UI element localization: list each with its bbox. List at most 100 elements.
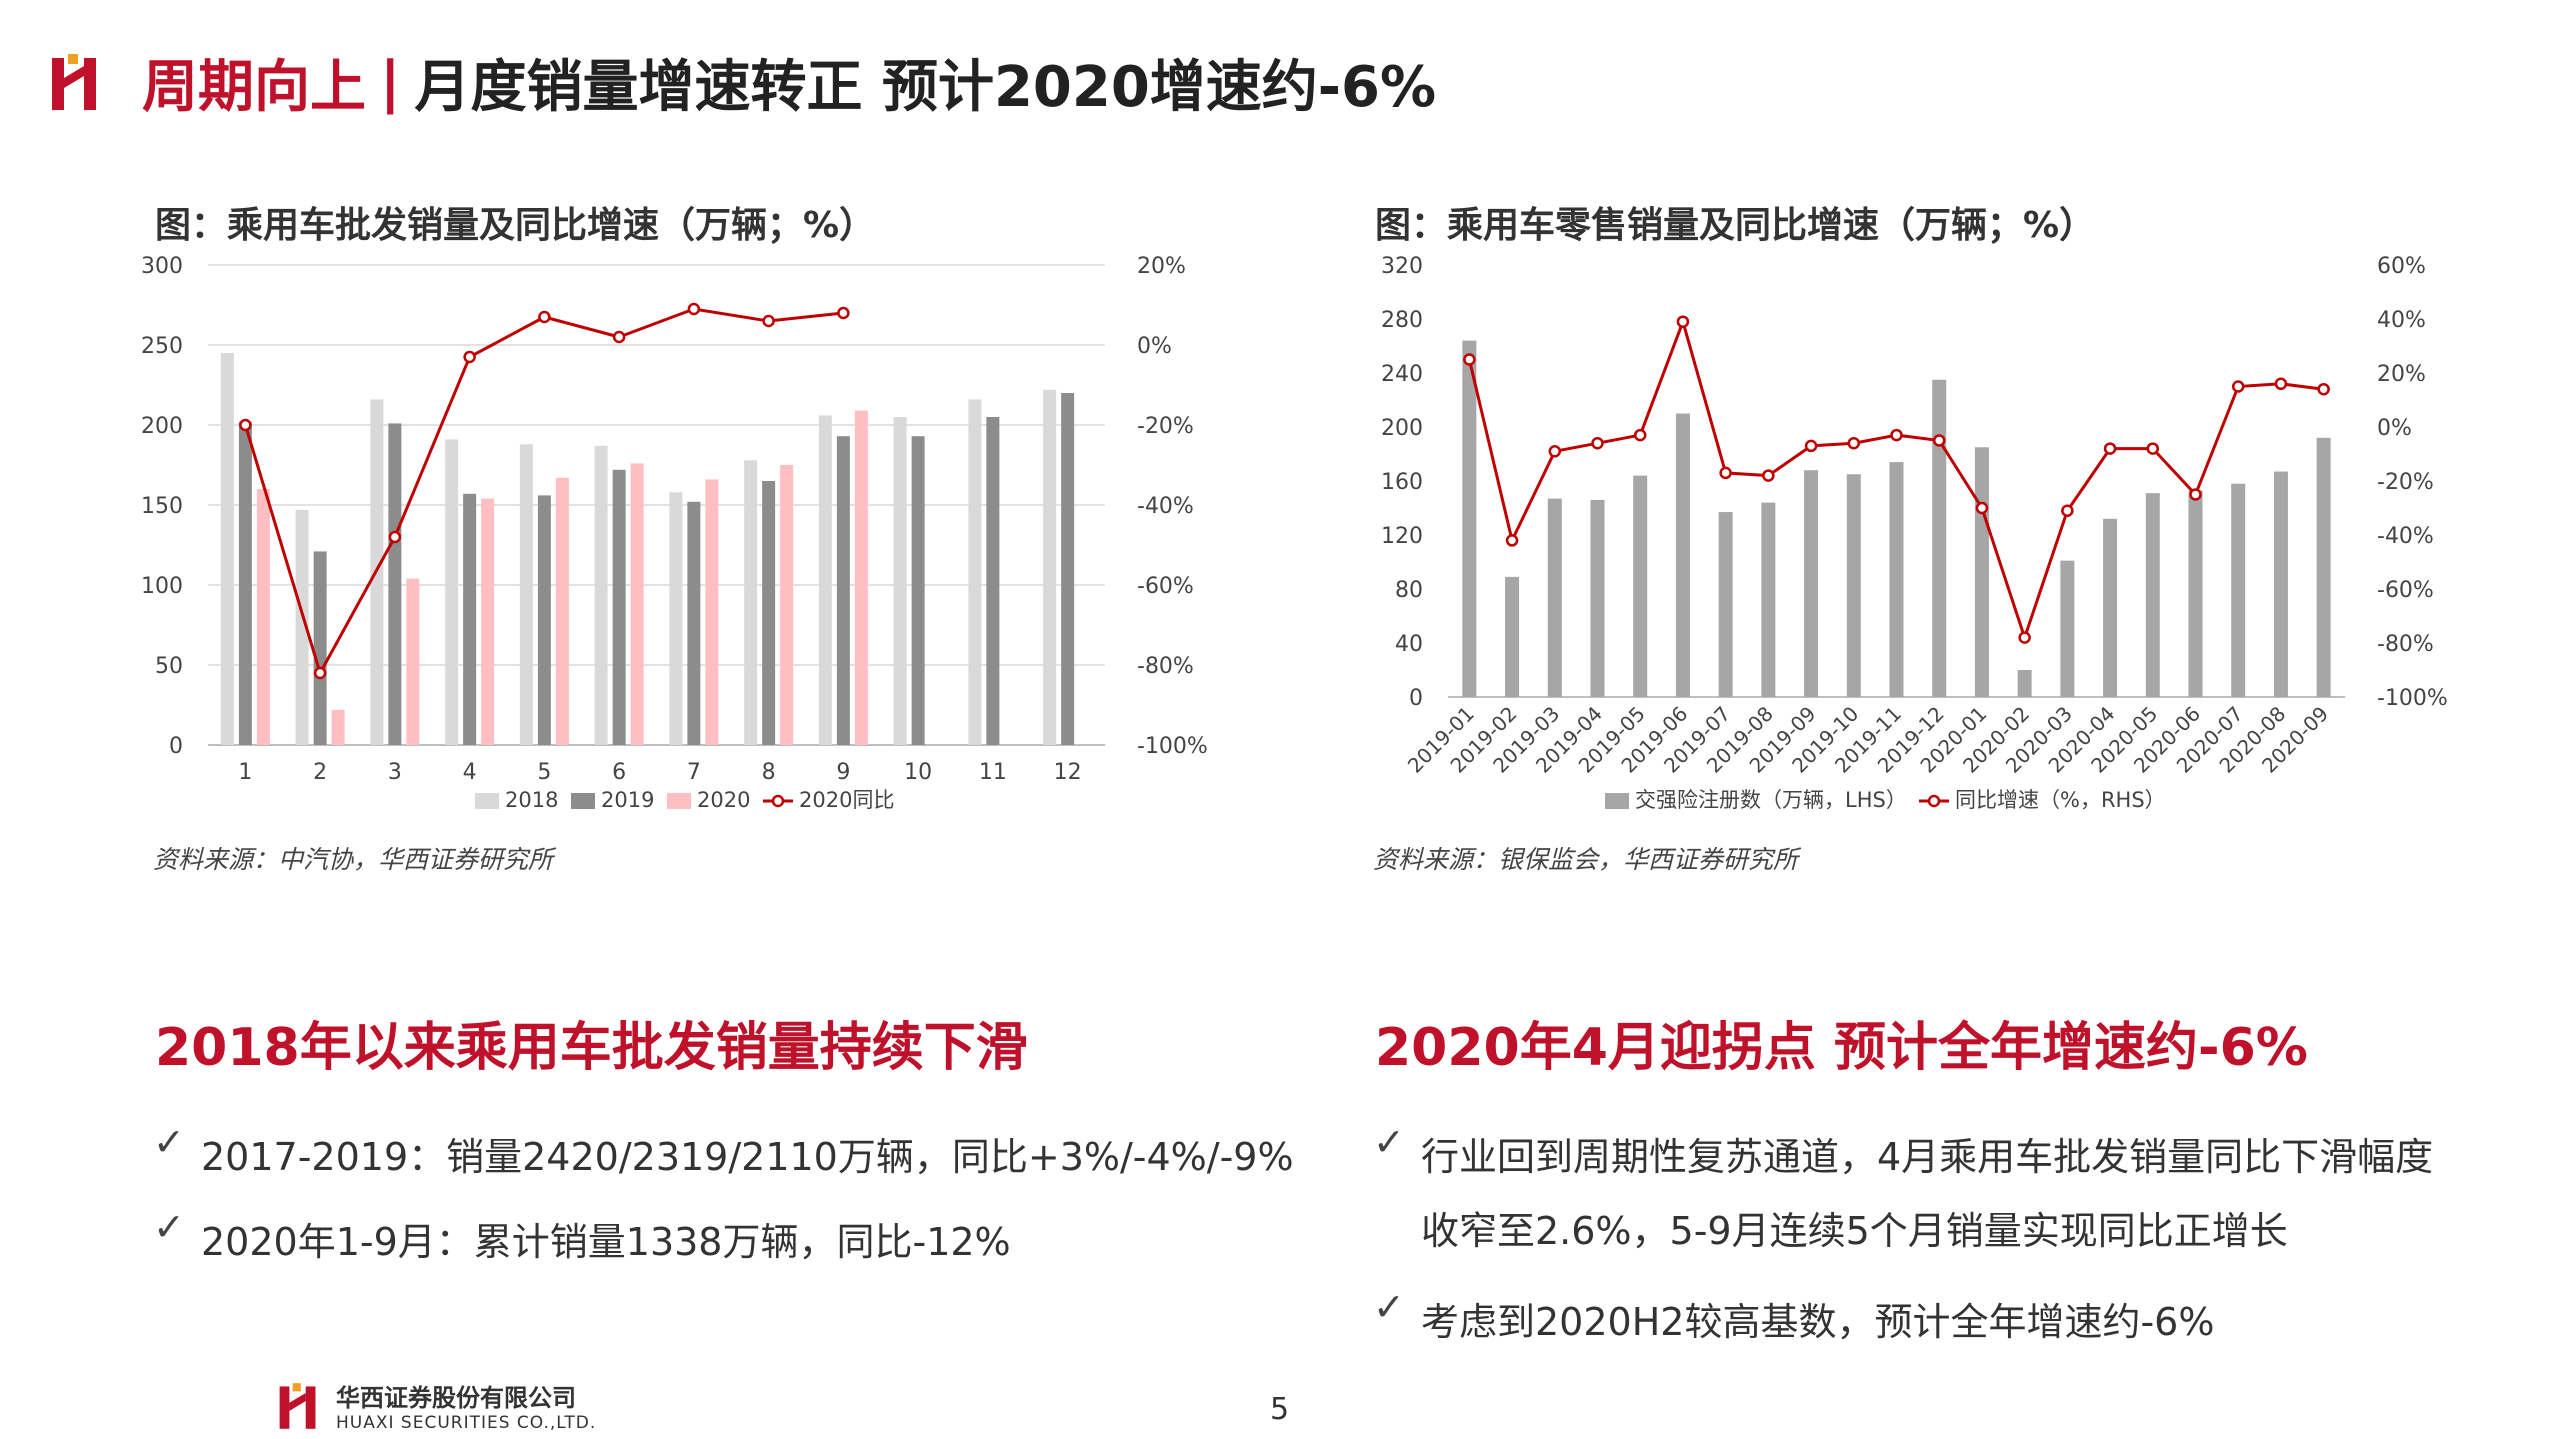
huaxi-logo-icon [52,54,96,110]
bar-LHS [1804,470,1819,697]
growth-point [1463,353,1476,366]
x-tick-label: 11 [979,760,1007,785]
x-tick-label: 1 [238,760,252,785]
y-tick-label: 100 [141,574,183,599]
y2-tick-label: -100% [1137,734,1208,759]
y2-tick-label: -20% [1137,414,1194,439]
bar-LHS [1633,475,1648,697]
growth-point [1676,315,1690,328]
growth-point [1762,469,1775,482]
growth-point [837,306,850,320]
growth-point [2274,377,2288,391]
bar-2019 [388,423,402,745]
growth-point [538,310,551,324]
x-tick-label: 7 [687,760,701,785]
growth-point [1975,501,1989,515]
growth-point [313,666,327,680]
bar-2019 [537,495,551,745]
legend-swatch [571,793,595,809]
x-tick-label: 2 [313,760,327,785]
growth-point [2103,442,2117,455]
growth-point [2018,631,2031,644]
bar-LHS [1590,499,1605,697]
bar-2018 [295,509,309,745]
x-tick-label: 12 [1054,760,1082,785]
y2-tick-label: 0% [1137,334,1172,359]
left-chart-source: 资料来源：中汽协，华西证券研究所 [153,845,554,874]
y-tick-label: 80 [1395,578,1423,603]
y2-tick-label: -80% [1137,654,1194,679]
x-tick-label: 3 [388,760,402,785]
growth-point [1548,445,1562,458]
y2-tick-label: 20% [1137,254,1186,279]
y2-tick-label: -40% [1137,494,1194,519]
legend-swatch [475,793,499,809]
growth-point [1591,436,1604,450]
bar-2020 [256,489,270,745]
right-section-heading: 2020年4月迎拐点 预计全年增速约-6% [1375,1018,2308,1078]
x-tick-label: 6 [612,760,626,785]
bar-2019 [986,417,1000,745]
legend-label: 2019 [601,788,654,812]
growth-point [388,530,402,544]
growth-point [1932,434,1946,447]
y-tick-label: 40 [1395,632,1423,657]
bar-2019 [687,501,701,745]
bar-2018 [519,444,533,745]
bar-2019 [911,436,925,745]
y2-tick-label: 20% [2377,362,2426,387]
y2-tick-label: -60% [2377,578,2434,603]
bar-2019 [238,421,252,745]
bar-2019 [612,469,626,745]
y-tick-label: 320 [1381,254,1423,279]
y-tick-label: 50 [155,654,183,679]
bar-LHS [1889,462,1904,697]
checkmark-icon: ✓ [153,1120,185,1164]
y2-tick-label: -20% [2377,470,2434,495]
y-tick-label: 200 [1381,416,1423,441]
y-tick-label: 300 [141,254,183,279]
bar-LHS [1718,512,1733,697]
growth-point [1890,428,1903,442]
growth-point [2231,380,2245,393]
legend-label: 交强险注册数（万辆，LHS） [1635,788,1907,812]
bar-LHS [1761,502,1776,697]
right-bullet-1: ✓ 行业回到周期性复苏通道，4月乘用车批发销量同比下滑幅度收窄至2.6%，5-9… [1373,1120,2434,1253]
x-tick-label: 4 [463,760,477,785]
bar-2020 [406,578,420,745]
left-bullet-1: ✓ 2017-2019：销量2420/2319/2110万辆，同比+3%/-4%… [153,1120,1294,1179]
legend-label: 2018 [505,788,558,812]
page-number: 5 [1270,1392,1290,1427]
legend-label: 2020同比 [799,788,894,812]
growth-point [612,330,626,344]
bar-2018 [220,353,234,745]
retail-sales-chart: 0 40 80 120 160 200 240 280 320 -100% -80% -60% -40%… [1381,254,2448,812]
bar-2020 [555,477,569,745]
growth-point [2317,382,2330,396]
footer-logo: 华西证券股份有限公司 HUAXI SECURITIES CO.,LTD. [278,1378,596,1433]
legend-label: 同比增速（%，RHS） [1955,788,2166,812]
y-tick-label: 250 [141,334,183,359]
bar-2020 [854,410,868,745]
x-tick-label: 8 [762,760,776,785]
legend-swatch [1605,793,1629,809]
bar-LHS [1547,498,1562,697]
bar-LHS [2273,471,2288,697]
y-tick-label: 160 [1381,470,1423,495]
legend-line-marker [1927,794,1941,808]
footer-company-cn: 华西证券股份有限公司 [336,1383,576,1412]
right-chart-source: 资料来源：银保监会，华西证券研究所 [1373,845,1799,874]
bar-2018 [445,439,459,745]
bar-LHS [2145,493,2160,697]
growth-point [2189,488,2202,501]
bar-2019 [463,493,477,745]
growth-point [687,302,701,316]
left-section-heading: 2018年以来乘用车批发销量持续下滑 [155,1018,1028,1078]
bar-2020 [705,479,719,745]
bar-LHS [2188,490,2203,697]
checkmark-icon: ✓ [1373,1120,1405,1164]
bar-2020 [780,465,794,745]
growth-point [2061,504,2074,517]
checkmark-icon: ✓ [1373,1285,1405,1329]
y2-tick-label: 40% [2377,308,2426,333]
